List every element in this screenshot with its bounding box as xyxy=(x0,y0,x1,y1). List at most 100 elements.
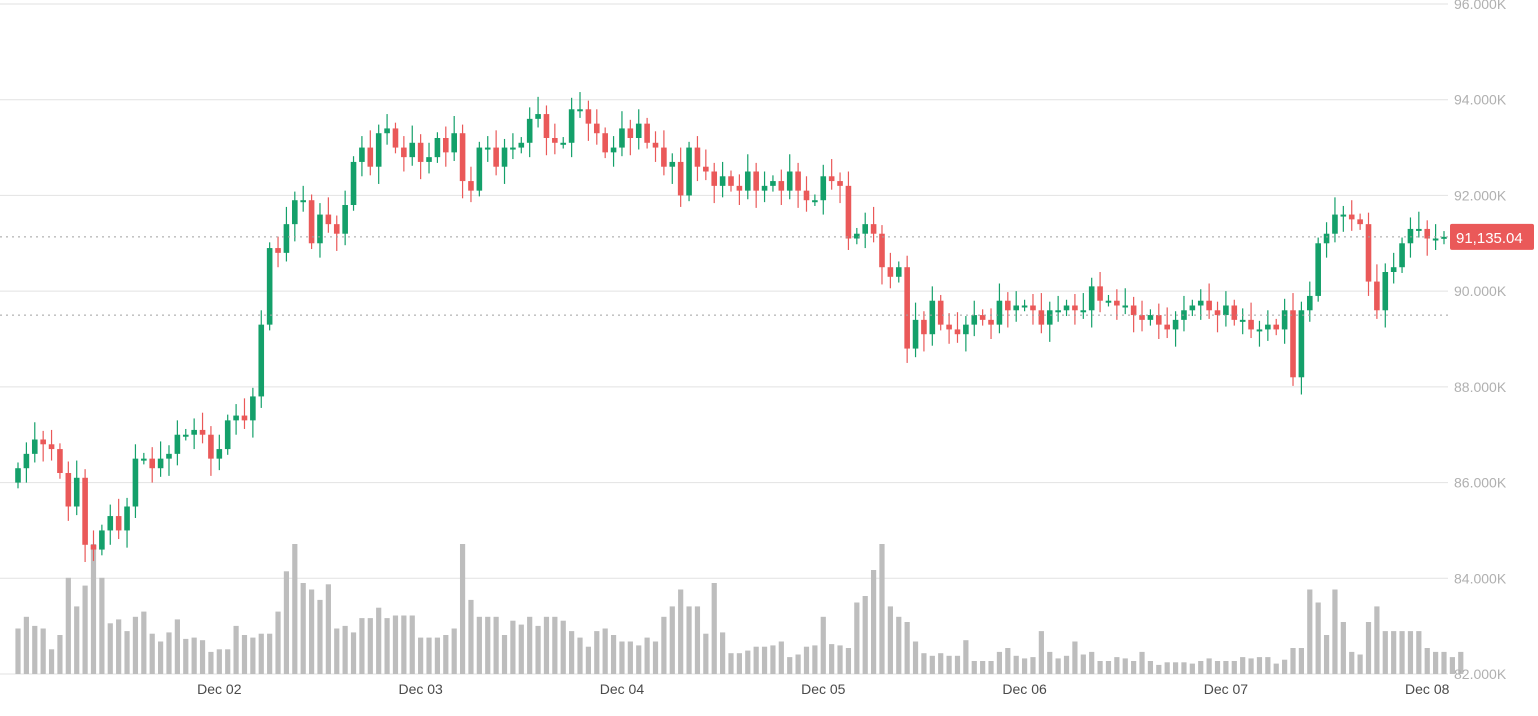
volume-bar xyxy=(485,616,491,674)
candle-body xyxy=(166,453,172,459)
volume-bar xyxy=(1256,657,1263,674)
volume-bar xyxy=(1433,651,1439,674)
x-tick-label: Dec 02 xyxy=(197,681,242,697)
volume-bar xyxy=(1080,654,1086,674)
volume-bar xyxy=(829,644,835,674)
candle-body xyxy=(283,224,290,253)
volume-bar xyxy=(401,615,407,674)
candle-body xyxy=(895,267,902,277)
candle-body xyxy=(476,147,483,191)
candle-body xyxy=(602,133,608,153)
volume-bar xyxy=(199,640,206,674)
candle-body xyxy=(241,415,248,421)
y-tick-label: 84.000K xyxy=(1454,570,1507,586)
volume-bar xyxy=(292,544,298,674)
volume-bars xyxy=(15,544,1464,674)
candle-body xyxy=(736,185,743,191)
candle-body xyxy=(31,439,38,454)
volume-bar xyxy=(493,616,499,674)
volume-bar xyxy=(359,618,365,674)
volume-bar xyxy=(183,638,189,674)
volume-bar xyxy=(896,616,902,674)
volume-bar xyxy=(1164,662,1170,674)
reference-lines xyxy=(0,236,1448,316)
volume-bar xyxy=(1298,648,1304,674)
volume-bar xyxy=(376,607,382,674)
x-tick-label: Dec 06 xyxy=(1002,681,1047,697)
volume-bar xyxy=(1214,661,1221,674)
volume-bar xyxy=(971,661,977,674)
candle-body xyxy=(577,109,583,112)
candle-body xyxy=(510,147,516,150)
candle-body xyxy=(1290,310,1296,378)
candle-body xyxy=(1139,315,1145,320)
volume-bar xyxy=(241,635,248,674)
candle-body xyxy=(1357,219,1363,225)
candle-body xyxy=(1088,286,1095,311)
volume-bar xyxy=(283,571,290,674)
candle-body xyxy=(1298,310,1305,378)
volume-bar xyxy=(443,635,449,674)
candle-body xyxy=(937,300,944,325)
candle-body xyxy=(1030,305,1036,311)
candle-body xyxy=(1046,310,1053,325)
volume-bar xyxy=(40,628,46,674)
volume-bar xyxy=(1063,655,1070,674)
volume-bar xyxy=(426,637,432,674)
volume-bar xyxy=(459,544,466,674)
volume-bar xyxy=(1223,661,1229,674)
candle-body xyxy=(652,142,659,148)
volume-bar xyxy=(569,631,575,674)
volume-bar xyxy=(317,599,323,674)
candle-body xyxy=(359,147,365,162)
volume-bar xyxy=(1122,658,1128,674)
volume-bar xyxy=(418,637,424,674)
volume-bar xyxy=(736,653,742,674)
candle-body xyxy=(1432,238,1439,241)
volume-bar xyxy=(946,655,952,674)
candle-body xyxy=(233,415,239,421)
candle-body xyxy=(921,319,927,335)
candle-body xyxy=(661,147,667,167)
volume-bar xyxy=(929,655,935,674)
volume-bar xyxy=(560,620,566,674)
volume-bar xyxy=(468,599,474,674)
volume-bar xyxy=(594,631,600,674)
x-axis-labels: Dec 02 Dec 03 Dec 04 Dec 05 Dec 06 Dec 07 Dec … xyxy=(197,681,1449,697)
candle-body xyxy=(669,161,676,167)
volume-bar xyxy=(1365,622,1372,674)
volume-bar xyxy=(887,606,893,674)
candle-body xyxy=(1323,233,1330,244)
candle-body xyxy=(216,449,223,459)
volume-bar xyxy=(812,645,818,674)
candle-body xyxy=(23,453,30,469)
candle-body xyxy=(1164,324,1170,330)
current-price-badge: 91,135.04 xyxy=(1450,223,1534,250)
x-tick-label: Dec 04 xyxy=(600,681,645,697)
volume-bar xyxy=(1382,631,1388,674)
candle-body xyxy=(199,429,206,435)
candle-body xyxy=(40,439,46,445)
candle-body xyxy=(753,171,759,191)
current-price-badge-bg xyxy=(1450,223,1534,250)
volume-bar xyxy=(636,645,642,674)
volume-bar xyxy=(392,615,399,674)
candle-body xyxy=(879,233,885,268)
volume-bar xyxy=(48,649,55,674)
volume-bar xyxy=(1265,657,1271,674)
candle-body xyxy=(174,434,181,454)
volume-bar xyxy=(938,653,944,674)
candle-body xyxy=(1239,319,1246,322)
candle-body xyxy=(535,114,541,119)
volume-bar xyxy=(543,616,550,674)
candle-body xyxy=(585,109,592,124)
candle-body xyxy=(1013,305,1019,311)
candle-body xyxy=(1055,310,1061,313)
volume-bar xyxy=(15,628,21,674)
volume-bar xyxy=(308,589,315,674)
volume-bar xyxy=(1458,651,1464,674)
volume-bar xyxy=(1248,658,1254,674)
volume-bar xyxy=(761,646,768,674)
candle-body xyxy=(1374,281,1380,311)
